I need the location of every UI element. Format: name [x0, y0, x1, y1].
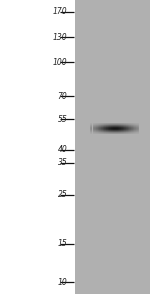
Text: 40: 40 [58, 146, 68, 154]
Text: 70: 70 [58, 92, 68, 101]
Text: 100: 100 [53, 58, 68, 67]
Text: 10: 10 [58, 278, 68, 287]
Text: 55: 55 [58, 115, 68, 124]
Bar [75, 0, 150, 294]
Text: 15: 15 [58, 239, 68, 248]
Text: 35: 35 [58, 158, 68, 167]
Text: 130: 130 [53, 33, 68, 42]
Text: 25: 25 [58, 190, 68, 199]
Text: 170: 170 [53, 7, 68, 16]
